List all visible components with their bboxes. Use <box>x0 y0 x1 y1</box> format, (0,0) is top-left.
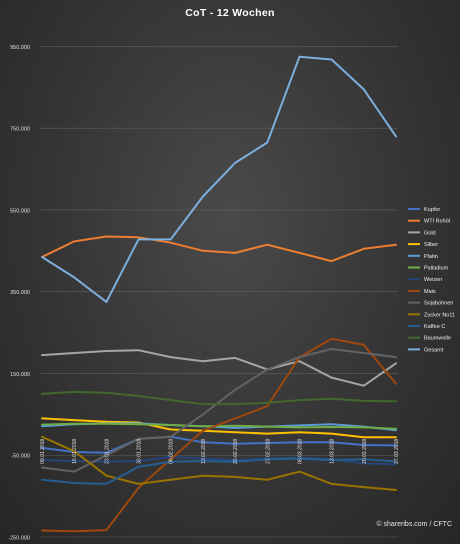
x-tick-label: 13.03.2018 <box>330 439 336 464</box>
y-tick-label: -50.000 <box>11 454 30 460</box>
x-tick-label: 06.02.2018 <box>169 439 175 464</box>
x-tick-label: 09.01.2018 <box>40 439 46 464</box>
series-line-sojabohnen <box>41 348 397 473</box>
series-line-kupfer <box>41 435 397 454</box>
x-axis: 09.01.2018 16.01.2018 23.01.2018 30.01.2018… <box>40 439 400 464</box>
series-lines <box>41 55 397 533</box>
legend-label: Mais <box>424 289 436 295</box>
x-tick-label: 06.03.2018 <box>297 439 303 464</box>
series-line-wti-rohol <box>41 235 397 263</box>
series-line-mais <box>41 337 397 533</box>
legend-item-gold: Gold <box>408 230 436 236</box>
legend-item-sojabohnen: Sojabohnen <box>408 301 453 307</box>
x-tick-label: 16.01.2018 <box>72 439 78 464</box>
legend-label: Gold <box>424 230 436 236</box>
y-axis: -250.000 -50.000 150.000 350.000 550.000 750.… <box>8 45 30 542</box>
x-tick-label: 27.03.2018 <box>394 439 400 464</box>
x-tick-label: 27.02.2018 <box>265 439 271 464</box>
legend-item-platin: Platin <box>408 254 438 260</box>
series-line-palladium <box>41 422 397 430</box>
y-tick-label: 950.000 <box>10 45 30 51</box>
series-line-zucker-no11 <box>41 435 397 491</box>
legend-label: Gesamt <box>424 347 444 353</box>
y-tick-label: 350.000 <box>10 290 30 296</box>
gridlines <box>40 46 398 538</box>
x-tick-label: 13.02.2018 <box>201 439 207 464</box>
legend-item-zucker-no11: Zucker No11 <box>408 312 455 318</box>
legend-item-kaffee-c: Kaffee C <box>408 324 445 330</box>
series-line-kaffee-c <box>41 457 397 485</box>
chart-title: CoT - 12 Wochen <box>185 7 274 19</box>
series-line-baumwolle <box>41 390 397 406</box>
x-tick-label: 20.02.2018 <box>233 439 239 464</box>
legend-label: Sojabohnen <box>424 301 453 307</box>
legend-label: Platin <box>424 254 438 260</box>
legend-label: WTI Rohöl <box>424 219 450 225</box>
legend-item-palladium: Palladium <box>408 266 449 272</box>
y-tick-label: 750.000 <box>10 127 30 133</box>
legend-item-silber: Silber <box>408 242 438 248</box>
legend-item-baumwolle: Baumwolle <box>408 336 451 342</box>
source-label: © shareribs.com / CFTC <box>376 520 452 528</box>
legend-label: Baumwolle <box>424 336 451 342</box>
y-tick-label: 150.000 <box>10 372 30 378</box>
legend-item-kupfer: Kupfer <box>408 207 440 213</box>
legend-item-weizen: Weizen <box>408 277 442 283</box>
legend-label: Silber <box>424 242 438 248</box>
x-tick-label: 20.03.2018 <box>362 439 368 464</box>
legend-item-wti-rohol: WTI Rohöl <box>408 219 450 225</box>
legend-label: Kaffee C <box>424 324 445 330</box>
series-line-gesamt <box>41 55 397 303</box>
y-tick-label: -250.000 <box>8 536 30 542</box>
x-tick-label: 30.01.2018 <box>137 439 143 464</box>
series-line-gold <box>41 349 397 387</box>
y-tick-label: 550.000 <box>10 208 30 214</box>
legend: Kupfer WTI Rohöl Gold Silber Platin Palladium… <box>408 207 455 353</box>
legend-label: Zucker No11 <box>424 312 455 318</box>
series-line-silber <box>41 417 397 439</box>
legend-label: Weizen <box>424 277 442 283</box>
legend-item-gesamt: Gesamt <box>408 347 444 353</box>
legend-item-mais: Mais <box>408 289 436 295</box>
x-tick-label: 23.01.2018 <box>104 439 110 464</box>
legend-label: Palladium <box>424 266 449 272</box>
legend-label: Kupfer <box>424 207 440 213</box>
